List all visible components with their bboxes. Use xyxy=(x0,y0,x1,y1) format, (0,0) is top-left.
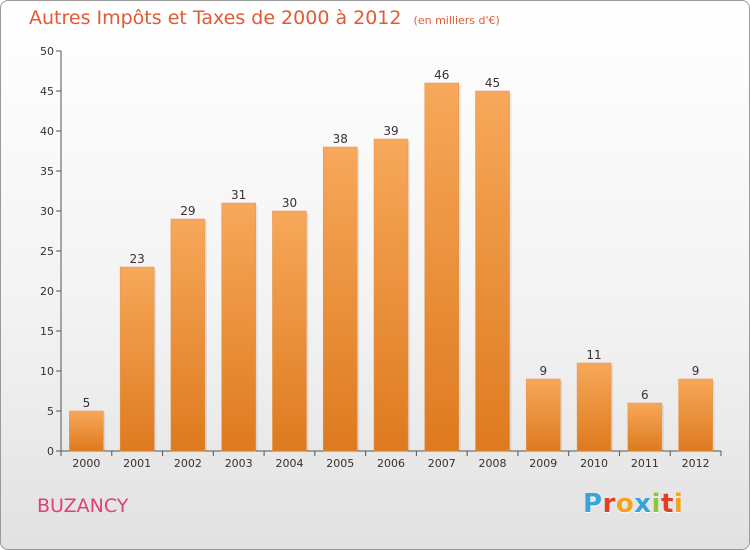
bar xyxy=(526,378,561,452)
bar-value-label: 9 xyxy=(539,364,547,378)
x-tick-label: 2000 xyxy=(72,457,100,470)
logo-letter: r xyxy=(602,489,616,519)
y-tick-label: 50 xyxy=(40,45,54,58)
logo-letter: o xyxy=(615,489,635,519)
bar xyxy=(272,210,307,452)
logo-letter: i xyxy=(651,489,661,519)
bars: 5 23 29 31 30 38 39 46 45 9 11 6 9 xyxy=(69,68,715,452)
bar xyxy=(678,378,713,452)
x-tick-label: 2002 xyxy=(174,457,202,470)
bar-value-label: 23 xyxy=(130,252,145,266)
bar-value-label: 11 xyxy=(586,348,601,362)
y-tick-label: 0 xyxy=(47,445,54,458)
proxiti-logo[interactable]: Proxiti xyxy=(583,489,683,519)
x-tick-label: 2005 xyxy=(326,457,354,470)
x-tick-label: 2012 xyxy=(682,457,710,470)
y-tick-label: 25 xyxy=(40,245,54,258)
bar-value-label: 5 xyxy=(83,396,91,410)
bar xyxy=(576,362,612,452)
x-tick-label: 2010 xyxy=(580,457,608,470)
x-tick-label: 2008 xyxy=(479,457,507,470)
bar xyxy=(119,266,155,452)
title-unit: (en milliers d'€) xyxy=(413,14,500,27)
y-tick-label: 35 xyxy=(40,165,54,178)
y-tick-label: 30 xyxy=(40,205,54,218)
bar xyxy=(322,146,358,452)
bar xyxy=(424,82,460,452)
bar-value-label: 6 xyxy=(641,388,649,402)
logo-letter: x xyxy=(634,489,652,519)
bar-value-label: 45 xyxy=(485,76,500,90)
logo-letter: P xyxy=(583,489,603,519)
bar-value-label: 39 xyxy=(383,124,398,138)
x-tick-label: 2001 xyxy=(123,457,151,470)
title-main: Autres Impôts et Taxes de 2000 à 2012 xyxy=(29,7,402,29)
bar xyxy=(221,202,256,452)
bar xyxy=(69,410,104,452)
bar xyxy=(627,402,663,452)
logo-letter: t xyxy=(660,489,674,519)
x-tick-label: 2006 xyxy=(377,457,405,470)
bar-value-label: 9 xyxy=(692,364,700,378)
bar-value-label: 31 xyxy=(231,188,246,202)
x-tick-label: 2011 xyxy=(631,457,659,470)
y-tick-label: 15 xyxy=(40,325,54,338)
logo-letter: i xyxy=(673,489,684,519)
y-tick-label: 45 xyxy=(40,85,54,98)
y-tick-label: 20 xyxy=(40,285,54,298)
x-tick-label: 2007 xyxy=(428,457,456,470)
y-tick-label: 10 xyxy=(40,365,54,378)
chart-title: Autres Impôts et Taxes de 2000 à 2012 (e… xyxy=(29,7,500,29)
x-tick-label: 2009 xyxy=(529,457,557,470)
x-tick-label: 2003 xyxy=(225,457,253,470)
bar xyxy=(170,218,206,452)
location-name: BUZANCY xyxy=(37,495,129,517)
bar xyxy=(373,138,409,452)
y-tick-label: 5 xyxy=(47,405,54,418)
bar-value-label: 46 xyxy=(434,68,449,82)
x-tick-label: 2004 xyxy=(275,457,303,470)
y-tick-label: 40 xyxy=(40,125,54,138)
bar-value-label: 30 xyxy=(282,196,297,210)
bar xyxy=(475,90,510,452)
bar-value-label: 38 xyxy=(333,132,348,146)
bar-value-label: 29 xyxy=(180,204,195,218)
